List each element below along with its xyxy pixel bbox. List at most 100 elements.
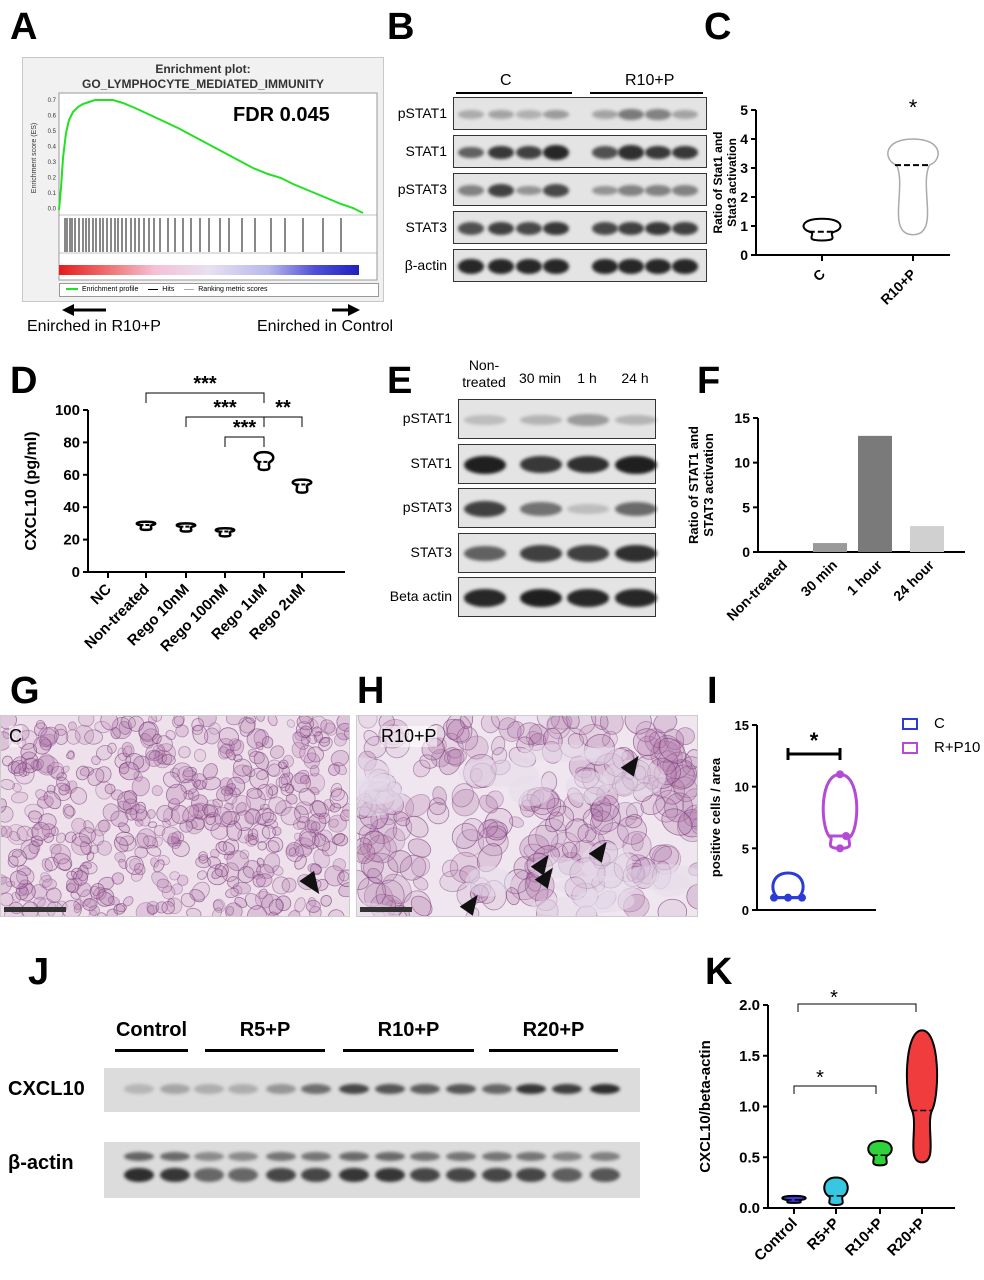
tissue-cell	[498, 717, 522, 742]
tissue-cell	[65, 878, 80, 894]
histology-g: C	[0, 715, 350, 917]
tissue-cell	[309, 879, 322, 891]
tissue-cell	[247, 748, 258, 757]
tissue-cell	[11, 850, 22, 858]
tissue-cell	[151, 785, 163, 797]
tissue-cell	[197, 870, 207, 880]
tissue-cell	[96, 912, 107, 916]
tissue-cell	[125, 807, 138, 821]
tissue-cell	[1, 825, 13, 838]
blot-band	[672, 185, 698, 196]
chart-d-y-tick-label: 20	[63, 532, 80, 549]
tissue-cell	[70, 891, 80, 900]
tissue-cell	[480, 716, 500, 734]
blot-band	[590, 1168, 620, 1182]
tissue-cell	[336, 716, 349, 732]
tissue-cell	[491, 716, 516, 730]
blot-band	[488, 259, 514, 274]
tissue-cell	[673, 776, 697, 803]
tissue-cell	[161, 826, 182, 845]
gsea-ytick-label: 0.7	[48, 98, 57, 104]
tissue-cell	[546, 716, 571, 740]
panel-g-letter: G	[10, 670, 40, 712]
tissue-cell	[54, 723, 67, 736]
tissue-cell	[238, 717, 256, 734]
tissue-cell	[245, 716, 257, 724]
blot-row-label: pSTAT1	[402, 410, 452, 426]
blot-band	[464, 589, 506, 607]
chart-k-y-tick-label: 2.0	[739, 997, 760, 1014]
tissue-cell	[246, 905, 268, 916]
chart-f-ylabel: STAT3 activation	[701, 433, 716, 537]
tissue-cell	[443, 748, 467, 765]
tissue-cell	[35, 789, 48, 801]
tissue-cell	[171, 883, 183, 895]
blot-band	[410, 1168, 440, 1182]
tissue-cell	[582, 808, 603, 829]
chart-f-y-tick-label: 0	[742, 544, 750, 560]
tissue-cell	[327, 909, 345, 916]
tissue-cell	[399, 854, 427, 881]
tissue-cell	[41, 858, 53, 873]
tissue-cell	[146, 844, 162, 857]
blot-e-column-label: 30 min	[518, 370, 562, 386]
tissue-cell	[192, 724, 209, 745]
tissue-cell	[343, 726, 349, 740]
blot-band	[645, 185, 671, 196]
chart-c-y-tick-label: 2	[740, 189, 748, 205]
tissue-cell	[272, 876, 291, 895]
chart-f-ylabel: Ratio of STAT1 and	[686, 426, 701, 544]
tissue-cell	[16, 865, 32, 876]
blot-band	[618, 109, 644, 120]
tissue-cell	[170, 804, 190, 825]
tissue-cell	[298, 787, 316, 806]
chart-k-y-tick-label: 0.0	[739, 1200, 760, 1217]
blot-band	[516, 145, 542, 160]
blot-band	[301, 1152, 331, 1161]
tissue-cell	[100, 716, 119, 731]
violin-shape	[887, 138, 939, 236]
blot-band	[516, 185, 542, 196]
tissue-cell	[296, 820, 306, 830]
tissue-cell	[134, 863, 146, 876]
blot-band	[482, 1084, 512, 1094]
chart-d-y-tick-label: 60	[63, 467, 80, 484]
tissue-cell	[161, 901, 175, 915]
tissue-cell	[15, 886, 29, 901]
tissue-cell	[172, 762, 194, 784]
tissue-cell	[94, 721, 111, 734]
blot-band	[615, 455, 657, 474]
blot-strip	[458, 443, 657, 484]
tissue-cell	[102, 803, 120, 822]
tissue-cell	[330, 750, 349, 767]
tissue-cell	[1, 779, 15, 790]
tissue-cell	[320, 719, 336, 734]
tissue-cell	[393, 811, 410, 827]
violin-shape	[802, 217, 842, 242]
chart-k-x-tick-label: Control	[751, 1215, 801, 1265]
tissue-cell	[40, 872, 51, 883]
blot-band	[228, 1168, 258, 1182]
tissue-cell	[191, 718, 204, 732]
tissue-cell	[65, 883, 77, 893]
chart-d-x-tick-label: NC	[87, 581, 114, 608]
chart-i-point	[798, 893, 806, 902]
blot-band	[228, 1152, 258, 1161]
chart-i-significance: *	[810, 728, 819, 753]
tissue-cell	[203, 727, 220, 745]
tissue-cell	[640, 794, 666, 816]
tissue-cell	[292, 731, 309, 750]
blot-band	[645, 145, 671, 160]
blot-band	[590, 1084, 620, 1094]
legend-hits-icon	[148, 288, 159, 290]
tissue-cell	[153, 859, 165, 873]
tissue-cell	[40, 726, 59, 746]
chart-d-significance: ***	[233, 417, 257, 439]
chart-c-significance: *	[909, 95, 918, 120]
tissue-cell	[194, 780, 207, 790]
tissue-cell	[285, 793, 298, 805]
tissue-cell	[79, 827, 96, 844]
tissue-cell	[228, 738, 242, 751]
tissue-cell	[53, 852, 73, 871]
